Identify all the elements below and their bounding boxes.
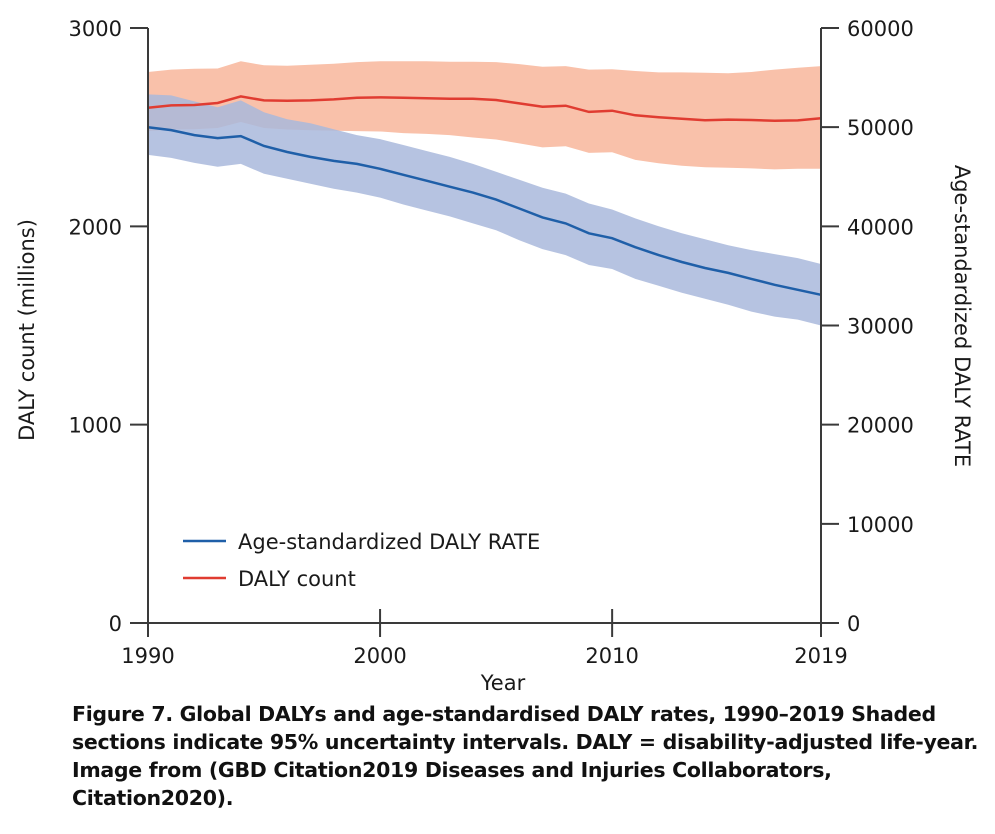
y-left-tick-label: 2000	[69, 215, 122, 239]
uncertainty-bands	[148, 61, 821, 326]
y-left-tick-label: 0	[109, 612, 122, 636]
x-tick-label: 2010	[585, 644, 638, 668]
axes	[130, 28, 839, 635]
y-right-tick-label: 30000	[847, 315, 914, 339]
y-axis-left-title: DALY count (millions)	[15, 219, 39, 441]
tick-marks: 0100020003000010000200003000040000500006…	[69, 17, 914, 668]
y-right-tick-label: 20000	[847, 414, 914, 438]
x-tick-label: 2019	[794, 644, 847, 668]
y-axis-right-title: Age-standardized DALY RATE	[950, 165, 974, 467]
series-lines	[147, 95, 822, 297]
series-line-count	[147, 95, 822, 123]
uncertainty-band-rate	[148, 94, 821, 326]
y-right-tick-label: 60000	[847, 17, 914, 41]
figure-caption: Figure 7. Global DALYs and age-standardi…	[72, 702, 979, 810]
x-tick-label: 2000	[353, 644, 406, 668]
legend-label-count: DALY count	[238, 567, 356, 591]
y-left-tick-label: 3000	[69, 17, 122, 41]
x-tick-label: 1990	[121, 644, 174, 668]
series-line-rate	[147, 125, 822, 297]
y-right-tick-label: 10000	[847, 513, 914, 537]
uncertainty-band-count	[148, 61, 821, 170]
y-left-tick-label: 1000	[69, 414, 122, 438]
x-axis-title: Year	[480, 671, 526, 695]
y-right-tick-label: 40000	[847, 215, 914, 239]
chart: 0100020003000010000200003000040000500006…	[15, 17, 974, 695]
legend: Age-standardized DALY RATE DALY count	[183, 530, 540, 591]
y-right-tick-label: 0	[847, 612, 860, 636]
legend-label-rate: Age-standardized DALY RATE	[238, 530, 540, 554]
y-right-tick-label: 50000	[847, 116, 914, 140]
